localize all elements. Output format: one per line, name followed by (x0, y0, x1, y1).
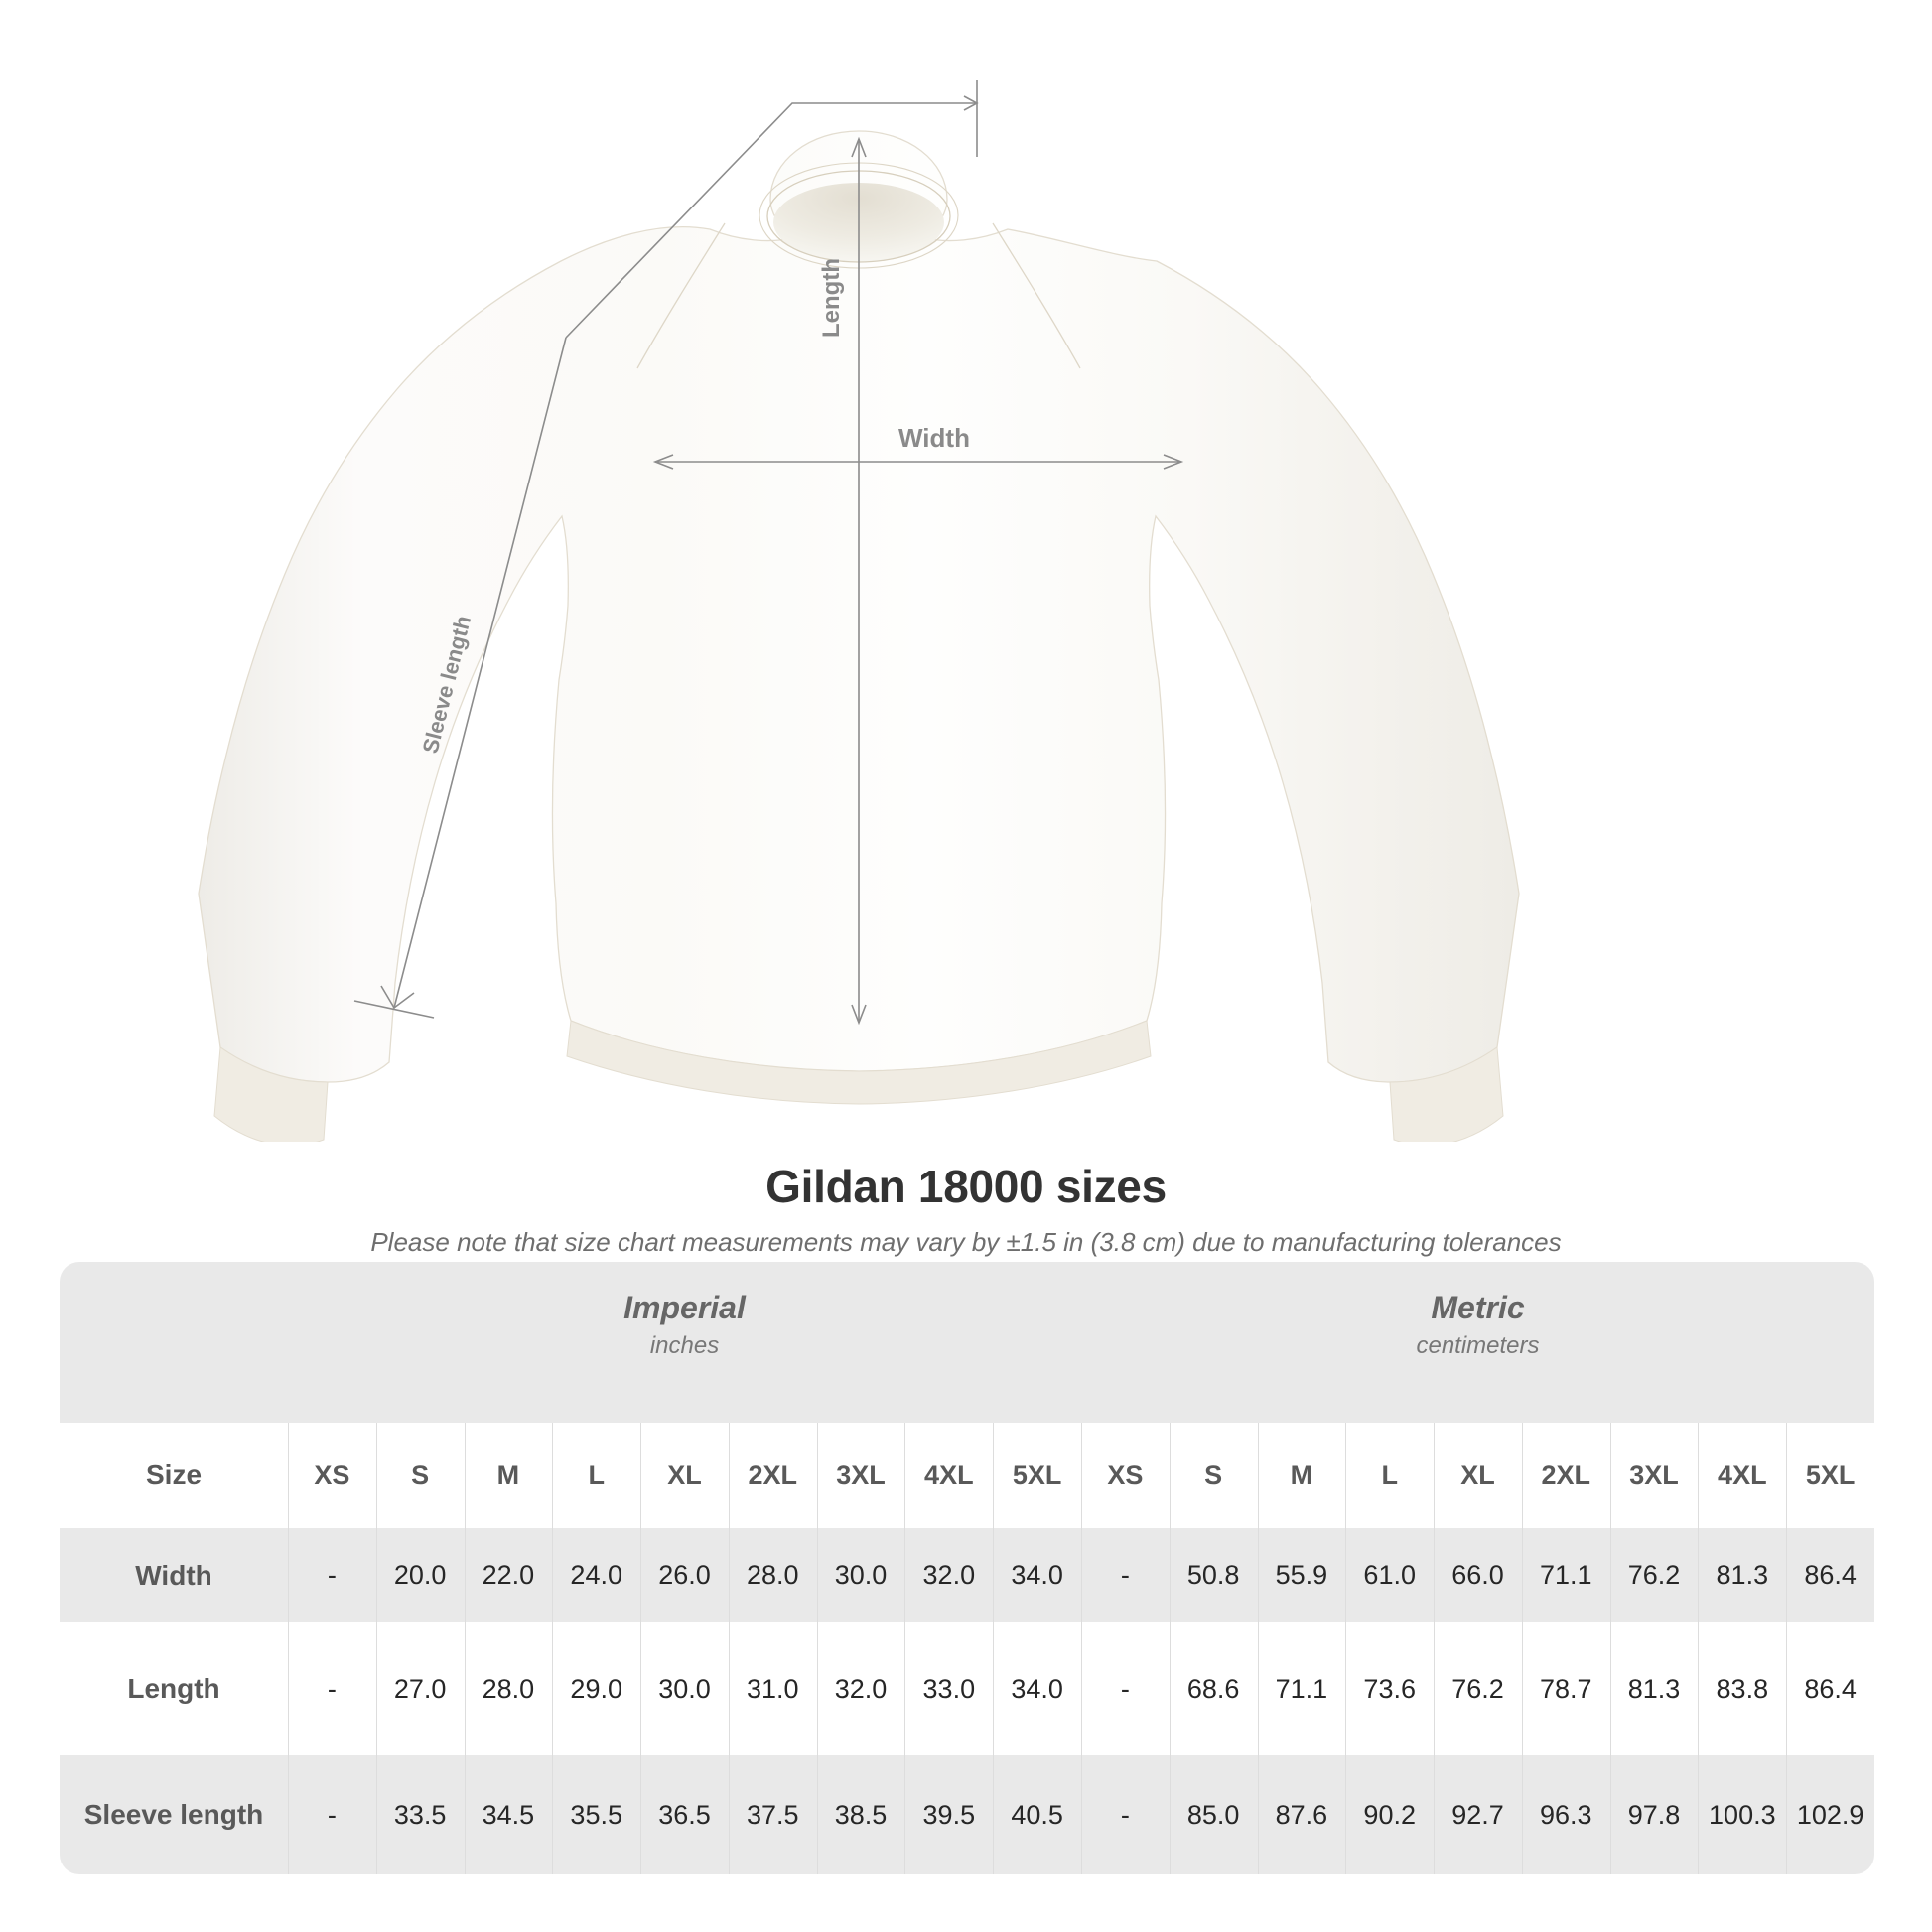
svg-text:Length: Length (818, 258, 845, 338)
svg-text:Width: Width (898, 423, 970, 453)
